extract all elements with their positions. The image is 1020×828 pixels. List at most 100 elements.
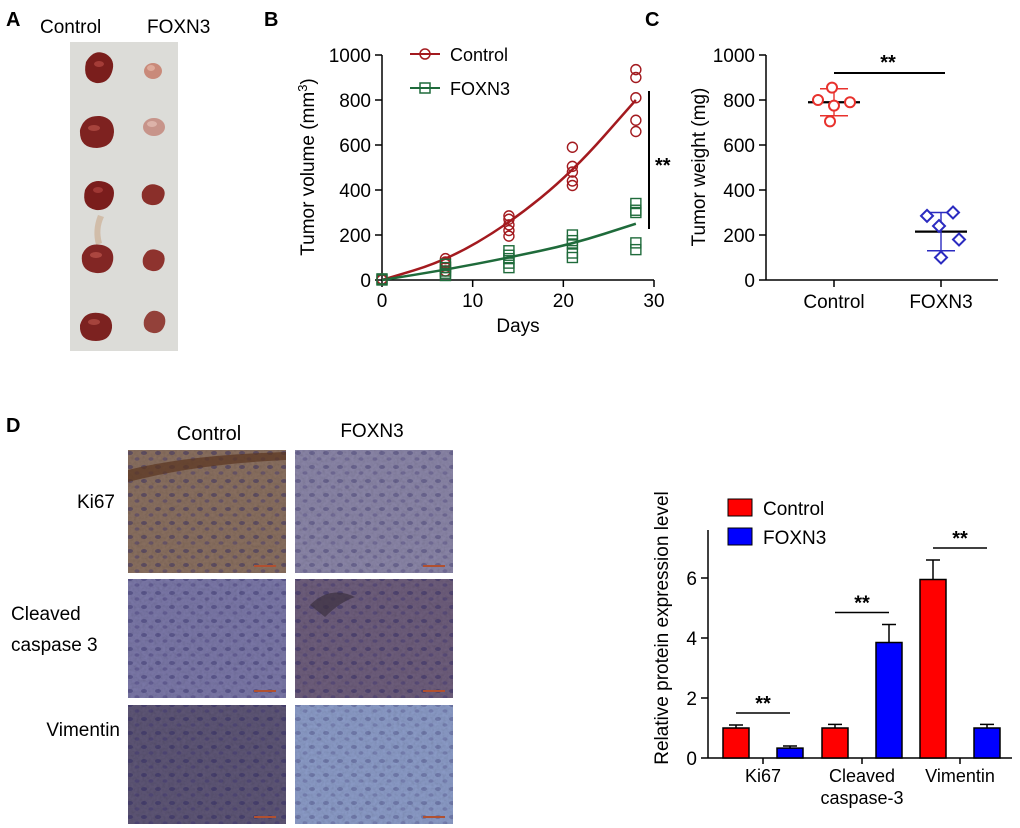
data-point-foxn3 [931, 218, 947, 234]
data-point-control [630, 114, 642, 126]
legend-marker-foxn3 [419, 82, 431, 94]
legend: Control FOXN3 [727, 498, 826, 549]
data-point-control [812, 94, 824, 106]
panel-label-b: B [264, 9, 278, 31]
x-category-label: Ki67 [745, 766, 781, 786]
x-category-label: Cleaved [829, 766, 895, 786]
legend: Control FOXN3 [410, 45, 510, 99]
significance-marker: ** [952, 528, 968, 550]
data-point-foxn3 [630, 237, 642, 249]
ihc-image-ki67-foxn3 [295, 450, 453, 573]
data-point-control [630, 92, 642, 104]
x-category-label: Control [803, 292, 864, 313]
y-tick-label: 0 [360, 271, 371, 292]
y-tick-label: 200 [339, 226, 371, 247]
y-tick-label: 200 [723, 226, 755, 247]
data-point-control [826, 81, 838, 94]
legend-swatch-foxn3 [727, 527, 753, 546]
x-category-label: caspase-3 [820, 788, 903, 808]
tumor-foxn3-2 [143, 118, 165, 136]
y-tick-label: 400 [339, 181, 371, 202]
data-point-control [503, 213, 515, 225]
y-tick-label: 600 [339, 136, 371, 157]
y-tick-label: 800 [339, 91, 371, 112]
data-point-control [566, 141, 579, 153]
y-axis-label: Relative protein expression level [652, 491, 673, 765]
x-tick-label: 30 [643, 291, 664, 312]
data-point-control [630, 125, 642, 138]
tumor-foxn3-1 [144, 63, 162, 79]
x-category-label: FOXN3 [909, 292, 972, 313]
ihc-image-caspase-foxn3 [295, 579, 453, 698]
tumor-foxn3-5 [143, 310, 166, 334]
bar-foxn3 [875, 641, 903, 759]
y-tick-label: 4 [686, 629, 697, 650]
significance-marker: ** [880, 52, 896, 74]
series-line-foxn3 [381, 222, 637, 282]
ihc-image-vimentin-control [128, 705, 286, 824]
ihc-header-foxn3: FOXN3 [340, 421, 403, 442]
y-tick-label: 0 [744, 271, 755, 292]
y-tick-label: 1000 [713, 46, 755, 67]
tumor-control-2 [79, 115, 114, 148]
panel-a-header-control: Control [40, 17, 101, 38]
data-point-control [566, 166, 579, 178]
ihc-row-label-caspase-line1: Cleaved [11, 604, 81, 625]
data-point-foxn3 [566, 238, 579, 250]
data-point-control [630, 71, 642, 84]
data-point-foxn3 [951, 232, 967, 247]
x-tick-label: 0 [377, 291, 388, 312]
data-point-foxn3 [945, 205, 961, 220]
bar-control [722, 727, 750, 759]
data-point-foxn3 [439, 269, 452, 282]
data-point-foxn3 [630, 206, 642, 219]
data-point-foxn3 [376, 273, 388, 285]
panel-label-d: D [6, 415, 20, 437]
photo-stain [94, 215, 104, 245]
legend-label-control: Control [763, 499, 824, 520]
x-tick-label: 10 [462, 291, 483, 312]
y-tick-label: 600 [723, 136, 755, 157]
y-tick-label: 1000 [329, 46, 371, 67]
ihc-row-label-ki67: Ki67 [77, 492, 115, 513]
data-point-control [566, 175, 579, 187]
data-point-foxn3 [630, 204, 642, 216]
data-point-control [503, 224, 515, 237]
legend-label-foxn3: FOXN3 [763, 528, 826, 549]
tumor-control-1 [85, 52, 114, 84]
tumor-control-4 [81, 244, 114, 274]
ihc-image-caspase-control [128, 579, 286, 698]
data-point-foxn3 [630, 243, 642, 256]
data-point-control [824, 115, 836, 128]
data-point-foxn3 [919, 208, 935, 224]
ihc-row-label-caspase-line2: caspase 3 [11, 635, 98, 656]
bar-foxn3 [776, 747, 804, 759]
data-point-control [503, 219, 515, 231]
y-axis-label: Tumor volume (mm3) [295, 78, 319, 256]
y-axis-label: Tumor weight (mg) [689, 88, 710, 247]
ihc-image-ki67-control [128, 450, 286, 573]
y-tick-label: 800 [723, 91, 755, 112]
data-point-control [844, 96, 856, 109]
x-tick-label: 20 [553, 291, 574, 312]
y-tick-label: 400 [723, 181, 755, 202]
legend-label-foxn3: FOXN3 [450, 79, 510, 99]
data-point-foxn3 [503, 261, 515, 274]
legend-swatch-control [727, 498, 753, 517]
tumor-control-3 [84, 181, 114, 211]
significance-marker: ** [854, 593, 870, 615]
panel-d-ihc-grid: Control FOXN3 Ki67 Cleaved caspase 3 Vim… [11, 421, 453, 824]
ihc-image-vimentin-foxn3 [295, 705, 453, 824]
panel-a-header-foxn3: FOXN3 [147, 17, 210, 38]
tumor-foxn3-3 [141, 184, 165, 206]
data-point-foxn3 [566, 251, 579, 264]
bar-foxn3 [973, 727, 1001, 759]
tumor-weight-chart: 0 200 400 600 800 1000 Control FOXN3 Tumor wei… [689, 46, 998, 313]
data-point-control [566, 160, 579, 173]
tumor-volume-chart: 0 200 400 600 800 1000 0 10 20 30 Days Tumor vol… [295, 45, 671, 337]
y-tick-label: 0 [686, 749, 697, 770]
y-tick-label: 6 [686, 569, 697, 590]
legend-label-control: Control [450, 45, 508, 65]
